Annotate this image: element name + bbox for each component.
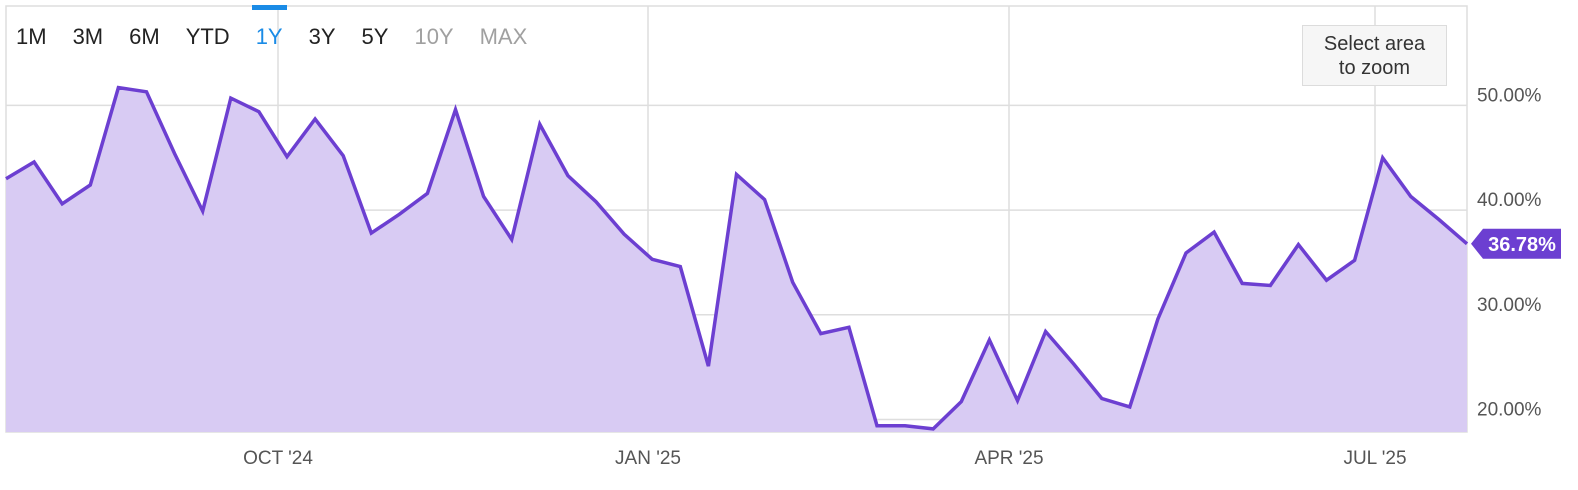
range-button-6m[interactable]: 6M	[129, 24, 160, 49]
range-button-max: MAX	[479, 24, 528, 49]
range-button-10y: 10Y	[414, 24, 454, 49]
zoom-hint-line1: Select area	[1323, 32, 1426, 55]
range-selector: 1M 3M 6M YTD 1Y 3Y 5Y 10Y MAX	[10, 5, 533, 54]
zoom-hint-button[interactable]: Select area to zoom	[1302, 25, 1447, 86]
range-button-3m[interactable]: 3M	[72, 24, 104, 49]
x-tick-label: JUL '25	[1343, 448, 1406, 469]
x-tick-label: APR '25	[974, 448, 1043, 469]
series-line	[5, 85, 1469, 431]
range-button-1y[interactable]: 1Y	[250, 5, 289, 54]
range-button-1m[interactable]: 1M	[16, 24, 47, 49]
x-tick-label: JAN '25	[615, 448, 681, 469]
range-button-3y[interactable]: 3Y	[308, 24, 336, 49]
zoom-hint-line2: to zoom	[1338, 56, 1411, 79]
series-area	[6, 87, 1467, 432]
range-button-ytd[interactable]: YTD	[185, 24, 230, 49]
y-tick-label: 50.00%	[1477, 85, 1542, 106]
y-tick-label: 30.00%	[1477, 295, 1542, 316]
y-tick-label: 40.00%	[1477, 190, 1542, 211]
x-tick-label: OCT '24	[243, 448, 313, 469]
current-value-label: 36.78%	[1488, 234, 1556, 256]
range-button-5y[interactable]: 5Y	[361, 24, 389, 49]
y-tick-label: 20.00%	[1477, 399, 1542, 420]
current-value-badge	[1471, 228, 1561, 259]
